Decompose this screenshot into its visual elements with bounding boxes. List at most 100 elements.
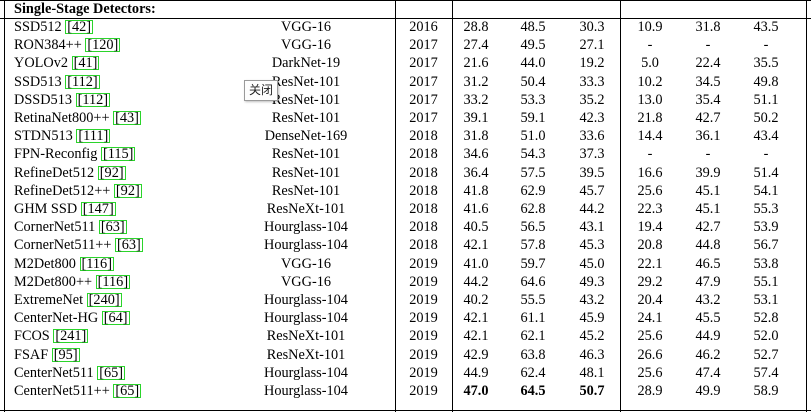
year-cell: 2018 (409, 237, 438, 254)
metric-cell: 47.0 (463, 383, 489, 399)
method-label: RefineDet512 (14, 164, 98, 181)
citation-link[interactable]: [120] (85, 37, 121, 54)
citation-link[interactable]: [112] (65, 73, 100, 90)
metric-cell: 46.3 (579, 346, 605, 363)
section-title: Single-Stage Detectors: (14, 1, 156, 17)
metric-cell: 48.5 (520, 19, 546, 35)
method-name: DSSD513 [112] (14, 91, 111, 109)
backbone-cell: ResNet-101 (271, 73, 341, 90)
metric-cell: 40.5 (463, 219, 489, 236)
year-cell: 2019 (409, 310, 438, 327)
year-cell: 2017 (409, 91, 438, 108)
citation-link[interactable]: [63] (98, 219, 127, 236)
backbone-cell: Hourglass-104 (264, 237, 348, 254)
metric-cell: 55.5 (520, 292, 546, 308)
year-cell: 2019 (409, 383, 438, 399)
backbone-cell: ResNet-101 (271, 110, 341, 126)
metric-cell: 21.8 (637, 110, 663, 126)
citation-link[interactable]: [240] (86, 292, 122, 308)
metric-cell: 44.9 (463, 364, 489, 381)
method-label: GHM SSD (14, 201, 81, 217)
method-name: CornerNet511 [63] (14, 218, 127, 236)
citation-link[interactable]: [116] (95, 273, 131, 290)
table-row: M2Det800 [116] VGG-16 2019 41.0 59.7 45.0 22.1… (0, 255, 811, 273)
metric-cell: 29.2 (637, 273, 663, 290)
close-tooltip[interactable]: 关闭 (244, 80, 279, 101)
year-cell: 2017 (409, 110, 438, 126)
metric-cell: 49.8 (753, 73, 779, 90)
metric-cell: - (763, 146, 769, 163)
year-cell: 2019 (409, 346, 438, 363)
citation-link[interactable]: [115] (100, 146, 136, 163)
metric-cell: 58.9 (753, 383, 779, 399)
backbone-cell: Hourglass-104 (264, 383, 348, 399)
metric-cell: 42.1 (463, 237, 489, 254)
citation-link[interactable]: [42] (65, 19, 94, 35)
method-label: FPN-Reconfig (14, 146, 101, 163)
citation-link[interactable]: [65] (113, 383, 142, 399)
table-row: RefineDet512 [92] ResNet-101 2018 36.4 57.5 3… (0, 164, 811, 182)
year-cell: 2016 (409, 19, 438, 35)
backbone-cell: ResNeXt-101 (266, 201, 346, 217)
method-name: M2Det800++ [116] (14, 273, 131, 291)
citation-link[interactable]: [92] (113, 182, 142, 199)
metric-cell: 35.4 (695, 91, 721, 108)
metric-cell: 56.7 (753, 237, 779, 254)
citation-link[interactable]: [63] (114, 237, 143, 254)
top-border (0, 0, 811, 1)
year-cell: 2018 (409, 146, 438, 163)
citation-link[interactable]: [111] (76, 128, 111, 145)
metric-cell: 31.2 (463, 73, 489, 90)
backbone-cell: ResNet-101 (271, 91, 341, 108)
citation-link[interactable]: [65] (97, 364, 126, 381)
metric-cell: 52.0 (753, 328, 779, 345)
method-label: CenterNet-HG (14, 310, 102, 327)
metric-cell: 43.1 (579, 219, 605, 236)
citation-link[interactable]: [95] (51, 346, 80, 363)
method-name: ExtremeNet [240] (14, 291, 122, 309)
metric-cell: 50.7 (579, 383, 605, 399)
metric-cell: 45.1 (695, 201, 721, 217)
metric-cell: 59.1 (520, 110, 546, 126)
metric-cell: 25.6 (637, 182, 663, 199)
metric-cell: 45.1 (695, 182, 721, 199)
table-row: FPN-Reconfig [115] ResNet-101 2018 34.6 54.3… (0, 145, 811, 163)
method-name: FPN-Reconfig [115] (14, 145, 136, 163)
method-name: STDN513 [111] (14, 127, 111, 145)
citation-link[interactable]: [64] (101, 310, 130, 327)
method-label: RetinaNet800++ (14, 110, 114, 126)
metric-cell: 42.3 (579, 110, 605, 126)
metric-cell: 44.8 (695, 237, 721, 254)
metric-cell: 28.8 (463, 19, 489, 35)
citation-link[interactable]: [92] (97, 164, 126, 181)
metric-cell: 28.9 (637, 383, 663, 399)
metric-cell: 53.9 (753, 219, 779, 236)
citation-link[interactable]: [147] (80, 201, 116, 217)
table-row: ExtremeNet [240] Hourglass-104 2019 40.2 55.… (0, 291, 811, 309)
metric-cell: 42.7 (695, 110, 721, 126)
metric-cell: 16.6 (637, 164, 663, 181)
method-label: CornerNet511 (14, 219, 99, 236)
metric-cell: 50.4 (520, 73, 546, 90)
metric-cell: - (763, 37, 769, 54)
metric-cell: 41.8 (463, 182, 489, 199)
citation-link[interactable]: [116] (79, 255, 114, 272)
table-row: RefineDet512++ [92] ResNet-101 2018 41.8 62.… (0, 182, 811, 200)
citation-link[interactable]: [41] (71, 55, 100, 72)
citation-link[interactable]: [43] (113, 110, 141, 126)
table-row: RON384++ [120] VGG-16 2017 27.4 49.5 27.1 - - - (0, 36, 811, 54)
metric-cell: 13.0 (637, 91, 663, 108)
citation-link[interactable]: [241] (53, 328, 89, 345)
citation-link[interactable]: [112] (75, 91, 111, 108)
metric-cell: - (705, 146, 711, 163)
year-cell: 2018 (409, 219, 438, 236)
method-label: M2Det800++ (14, 273, 96, 290)
method-label: SSD512 (14, 19, 66, 35)
backbone-cell: Hourglass-104 (264, 364, 348, 381)
metric-cell: 41.0 (463, 255, 489, 272)
metric-cell: 25.6 (637, 364, 663, 381)
metric-cell: 31.8 (695, 19, 721, 35)
metric-cell: 45.5 (695, 310, 721, 327)
metric-cell: 64.5 (520, 383, 546, 399)
